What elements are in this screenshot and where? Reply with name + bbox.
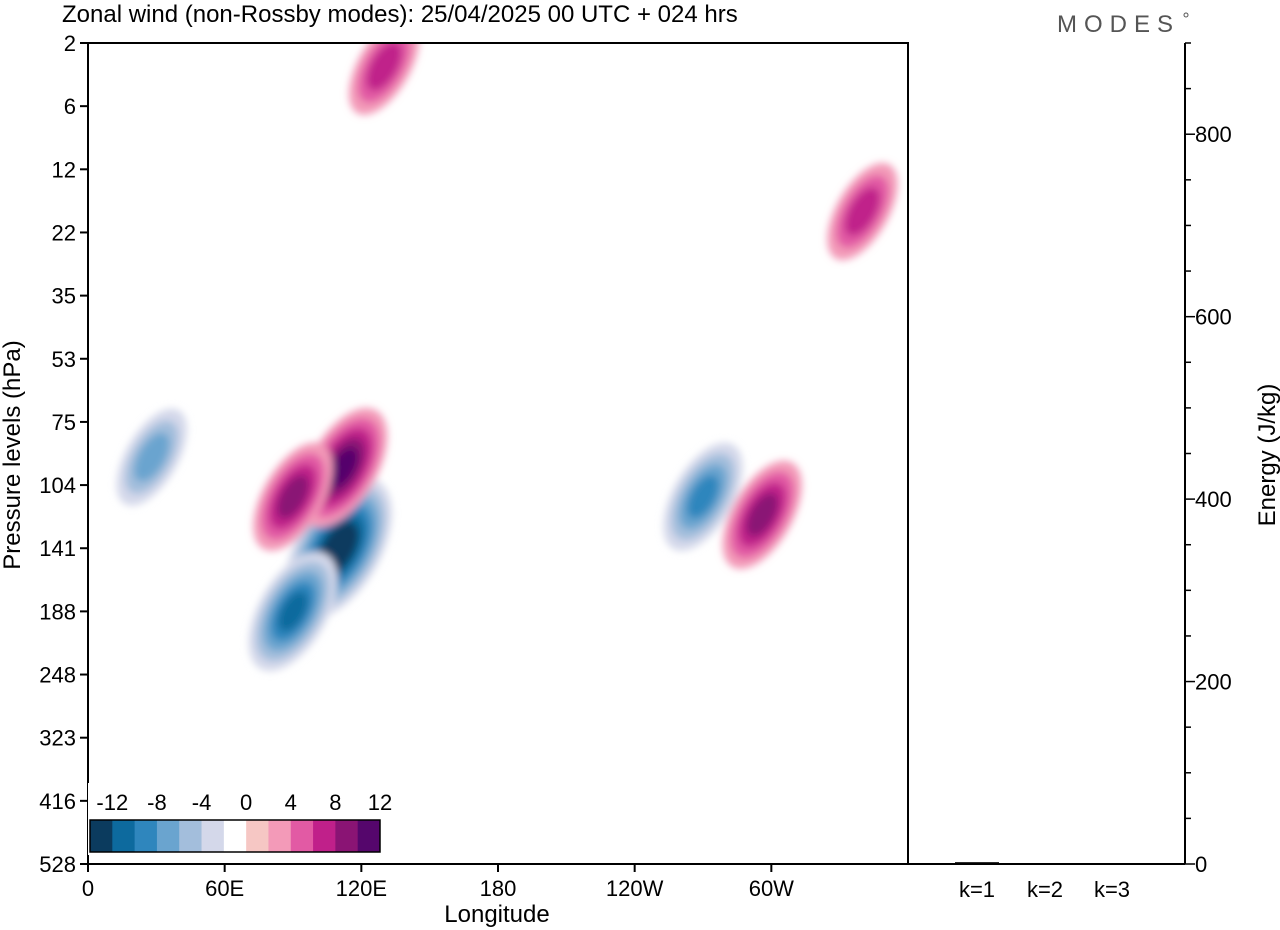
colorbar-swatch bbox=[112, 820, 136, 852]
chart-title: Zonal wind (non-Rossby modes): 25/04/202… bbox=[62, 1, 738, 28]
energy-bar-k=3 bbox=[1090, 863, 1134, 864]
energy-tick-label: 400 bbox=[1195, 487, 1232, 512]
y-tick-label: 416 bbox=[39, 789, 76, 814]
x-axis-label: Longitude bbox=[444, 901, 549, 928]
colorbar-swatch bbox=[179, 820, 203, 852]
energy-tick-label: 0 bbox=[1195, 852, 1207, 877]
y-tick-label: 35 bbox=[52, 284, 76, 309]
y-tick-label: 53 bbox=[52, 347, 76, 372]
colorbar-swatch bbox=[134, 820, 158, 852]
colorbar-label: -4 bbox=[192, 790, 212, 815]
wind-contour-positive-7-3 bbox=[844, 187, 881, 236]
colorbar-swatch bbox=[268, 820, 292, 852]
y-tick-label: 188 bbox=[39, 599, 76, 624]
energy-axis-label: Energy (J/kg) bbox=[1254, 384, 1280, 527]
logo-registered-mark bbox=[1183, 12, 1189, 18]
energy-category-label: k=2 bbox=[1027, 877, 1063, 902]
wind-contour-positive-4-5 bbox=[328, 447, 358, 488]
colorbar-swatch bbox=[290, 820, 314, 852]
heatmap-fill-layer bbox=[116, 43, 898, 672]
energy-panel: 0 200 400 600 800 k=1 k=2 k=3 Energy (J/kg) bbox=[908, 42, 1280, 902]
y-axis-ticks: 2 6 12 22 35 53 75 104 141 188 248 323 416 528 bbox=[39, 31, 88, 877]
colorbar-label: -12 bbox=[96, 790, 128, 815]
wind-contour-positive-6-4 bbox=[746, 493, 779, 537]
colorbar-label: 0 bbox=[240, 790, 252, 815]
colorbar-swatch bbox=[313, 820, 336, 852]
energy-tick-label: 200 bbox=[1195, 670, 1232, 695]
y-tick-label: 104 bbox=[39, 473, 76, 498]
energy-bar-k=1 bbox=[955, 862, 999, 864]
y-tick-label: 12 bbox=[52, 157, 76, 182]
wind-contour-negative-3-4 bbox=[687, 475, 719, 519]
y-tick-label: 22 bbox=[52, 220, 76, 245]
energy-tick-label: 800 bbox=[1195, 122, 1232, 147]
x-tick-label: 60E bbox=[205, 876, 244, 901]
x-axis-ticks: 0 60E 120E 180 120W 60W bbox=[82, 864, 794, 901]
y-tick-label: 75 bbox=[52, 410, 76, 435]
x-tick-label: 120E bbox=[336, 876, 387, 901]
colorbar-swatch bbox=[223, 820, 247, 852]
heatmap-blobs bbox=[116, 43, 898, 672]
wind-contour-negative-1-5 bbox=[278, 591, 308, 632]
y-tick-label: 323 bbox=[39, 726, 76, 751]
y-tick-label: 528 bbox=[39, 852, 76, 877]
x-tick-label: 180 bbox=[480, 876, 517, 901]
colorbar-swatch bbox=[156, 820, 180, 852]
wind-contour-negative-0-7 bbox=[325, 530, 352, 566]
energy-tick-label: 600 bbox=[1195, 305, 1232, 330]
y-tick-label: 2 bbox=[64, 31, 76, 56]
modes-logo: MODES bbox=[1057, 11, 1180, 38]
wind-contour-positive-8-3 bbox=[366, 43, 402, 91]
energy-ticks: 0 200 400 600 800 bbox=[1185, 42, 1232, 877]
wind-contour-negative-2-3 bbox=[134, 432, 170, 482]
y-tick-label: 6 bbox=[64, 94, 76, 119]
colorbar-swatch bbox=[90, 820, 113, 852]
colorbar-swatch bbox=[246, 820, 269, 852]
x-tick-label: 0 bbox=[82, 876, 94, 901]
colorbar-frame bbox=[89, 819, 381, 853]
heatmap-panel: 2 6 12 22 35 53 75 104 141 188 248 323 416 528 0 60E 12… bbox=[0, 31, 909, 928]
colorbar-label: 8 bbox=[329, 790, 341, 815]
x-tick-label: 120W bbox=[606, 876, 664, 901]
colorbar-label: -8 bbox=[147, 790, 167, 815]
colorbar-swatch bbox=[335, 820, 359, 852]
x-tick-label: 60W bbox=[749, 876, 794, 901]
colorbar-swatch bbox=[201, 820, 225, 852]
y-tick-label: 141 bbox=[39, 536, 76, 561]
heatmap-frame bbox=[87, 42, 909, 865]
energy-bars: k=1 k=2 k=3 bbox=[955, 862, 1134, 902]
wind-contour-positive-5-4 bbox=[277, 475, 309, 519]
energy-bar-k=2 bbox=[1023, 863, 1067, 864]
y-tick-label: 248 bbox=[39, 663, 76, 688]
colorbar: -12 -8 -4 0 4 8 12 bbox=[88, 783, 392, 855]
energy-category-label: k=3 bbox=[1094, 877, 1130, 902]
y-axis-label: Pressure levels (hPa) bbox=[0, 340, 26, 569]
colorbar-swatch bbox=[357, 820, 381, 852]
colorbar-label: 12 bbox=[368, 790, 392, 815]
energy-category-label: k=1 bbox=[959, 877, 995, 902]
colorbar-label: 4 bbox=[285, 790, 297, 815]
